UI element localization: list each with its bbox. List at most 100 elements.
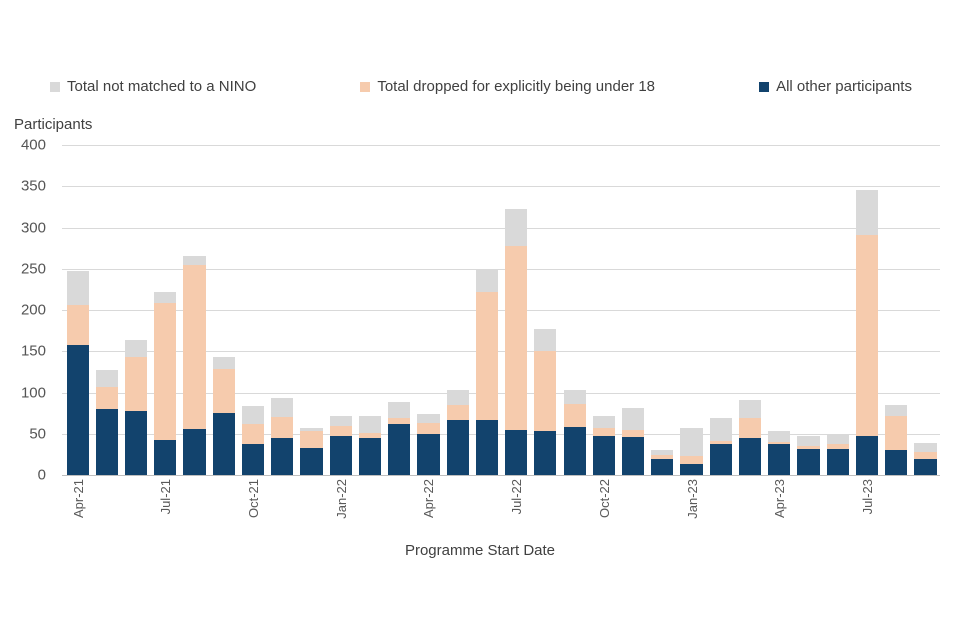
x-tick-slot	[355, 479, 384, 549]
bar-Aug-22	[531, 145, 560, 475]
bar-segment	[446, 390, 469, 405]
x-tick-label-Jan-23: Jan-23	[683, 479, 701, 519]
x-axis-tick-labels: Apr-21 Jul-21 Oct-21 Jan-22 Apr-22 Jul-22 Oct-…	[63, 479, 940, 549]
x-tick-label-Oct-21: Oct-21	[244, 479, 262, 518]
x-tick-slot	[794, 479, 823, 549]
bar-segment	[768, 431, 791, 443]
bar-Mar-22	[385, 145, 414, 475]
bar-segment	[300, 427, 323, 432]
x-tick-label-Oct-22: Oct-22	[595, 479, 613, 518]
x-tick-slot	[882, 479, 911, 549]
gridline-350	[62, 186, 940, 188]
x-tick-slot: Jul-21	[151, 479, 180, 549]
x-tick-slot	[618, 479, 647, 549]
bar-Jul-23	[852, 145, 881, 475]
bar-segment	[621, 437, 645, 475]
bar-segment	[446, 419, 469, 475]
bar-segment	[66, 344, 89, 475]
gridline-100	[62, 392, 940, 394]
bar-segment	[271, 417, 294, 438]
bar-segment	[680, 427, 703, 457]
bar-stack	[592, 416, 615, 475]
bar-segment	[358, 415, 382, 433]
bar-segment	[768, 442, 791, 445]
bar-segment	[855, 190, 879, 235]
bar-segment	[95, 409, 118, 475]
x-tick-slot	[180, 479, 209, 549]
x-tick-label-text: Jul-23	[859, 479, 875, 515]
bar-Jun-22	[472, 145, 501, 475]
bar-segment	[241, 423, 265, 445]
bar-segment	[563, 427, 586, 475]
bar-segment	[738, 418, 762, 438]
bar-segment	[709, 418, 732, 442]
legend-item-nino: Total not matched to a NINO	[50, 78, 256, 95]
y-tick-label-50: 50	[29, 425, 46, 443]
bar-stack	[417, 413, 440, 475]
bar-Jun-23	[823, 145, 852, 475]
gridline-300	[62, 227, 940, 229]
y-tick-label-150: 150	[20, 342, 46, 360]
bar-segment	[651, 450, 674, 456]
bar-stack	[183, 256, 206, 475]
x-tick-slot	[911, 479, 940, 549]
bar-segment	[680, 464, 703, 475]
bar-segment	[709, 441, 732, 445]
y-tick-label-0: 0	[37, 466, 46, 484]
bar-segment	[124, 410, 148, 475]
bar-Sep-23	[911, 145, 940, 475]
bar-segment	[241, 444, 265, 475]
bar-segment	[388, 423, 411, 475]
bar-stack	[797, 436, 820, 475]
x-tick-label-text: Jan-22	[333, 479, 349, 519]
bar-stack	[885, 404, 908, 475]
x-tick-label-text: Jan-23	[684, 479, 700, 519]
bar-Jul-21	[151, 145, 180, 475]
bar-stack	[358, 415, 382, 475]
bar-segment	[183, 256, 206, 265]
bar-segment	[183, 264, 206, 429]
x-tick-slot	[560, 479, 589, 549]
bar-stack	[621, 408, 645, 475]
bar-Sep-21	[209, 145, 238, 475]
bar-segment	[154, 303, 177, 440]
bar-segment	[66, 271, 89, 306]
bar-segment	[388, 418, 411, 424]
bar-segment	[738, 399, 762, 419]
bar-segment	[885, 450, 908, 475]
x-tick-label-text: Apr-22	[421, 479, 437, 519]
bar-segment	[505, 246, 528, 431]
bar-segment	[212, 357, 235, 369]
bar-Apr-23	[765, 145, 794, 475]
x-tick-label-text: Jul-21	[158, 479, 174, 515]
y-axis-title: Participants	[14, 116, 93, 133]
legend-label: All other participants	[776, 78, 912, 95]
y-tick-label-200: 200	[20, 301, 46, 319]
bar-segment	[154, 291, 177, 304]
bar-stack	[241, 405, 265, 475]
bar-segment	[154, 439, 177, 475]
bar-May-21	[92, 145, 121, 475]
bar-segment	[914, 451, 937, 459]
x-tick-slot	[209, 479, 238, 549]
bar-segment	[563, 390, 586, 405]
x-axis-title: Programme Start Date	[404, 542, 556, 559]
bar-segment	[914, 442, 937, 452]
bar-Sep-22	[560, 145, 589, 475]
bar-stack	[768, 431, 791, 475]
bar-stack	[66, 271, 89, 475]
bar-segment	[475, 269, 498, 292]
bar-stack	[300, 427, 323, 475]
x-tick-label-Jul-22: Jul-22	[507, 479, 525, 514]
bar-segment	[505, 208, 528, 247]
legend-label: Total dropped for explicitly being under…	[377, 78, 656, 95]
bar-segment	[797, 436, 820, 447]
bar-segment	[95, 386, 118, 409]
bar-stack	[388, 402, 411, 475]
bar-stack	[855, 190, 879, 475]
y-tick-label-400: 400	[20, 136, 46, 154]
x-tick-slot	[823, 479, 852, 549]
x-tick-slot	[121, 479, 150, 549]
bar-segment	[271, 437, 294, 475]
